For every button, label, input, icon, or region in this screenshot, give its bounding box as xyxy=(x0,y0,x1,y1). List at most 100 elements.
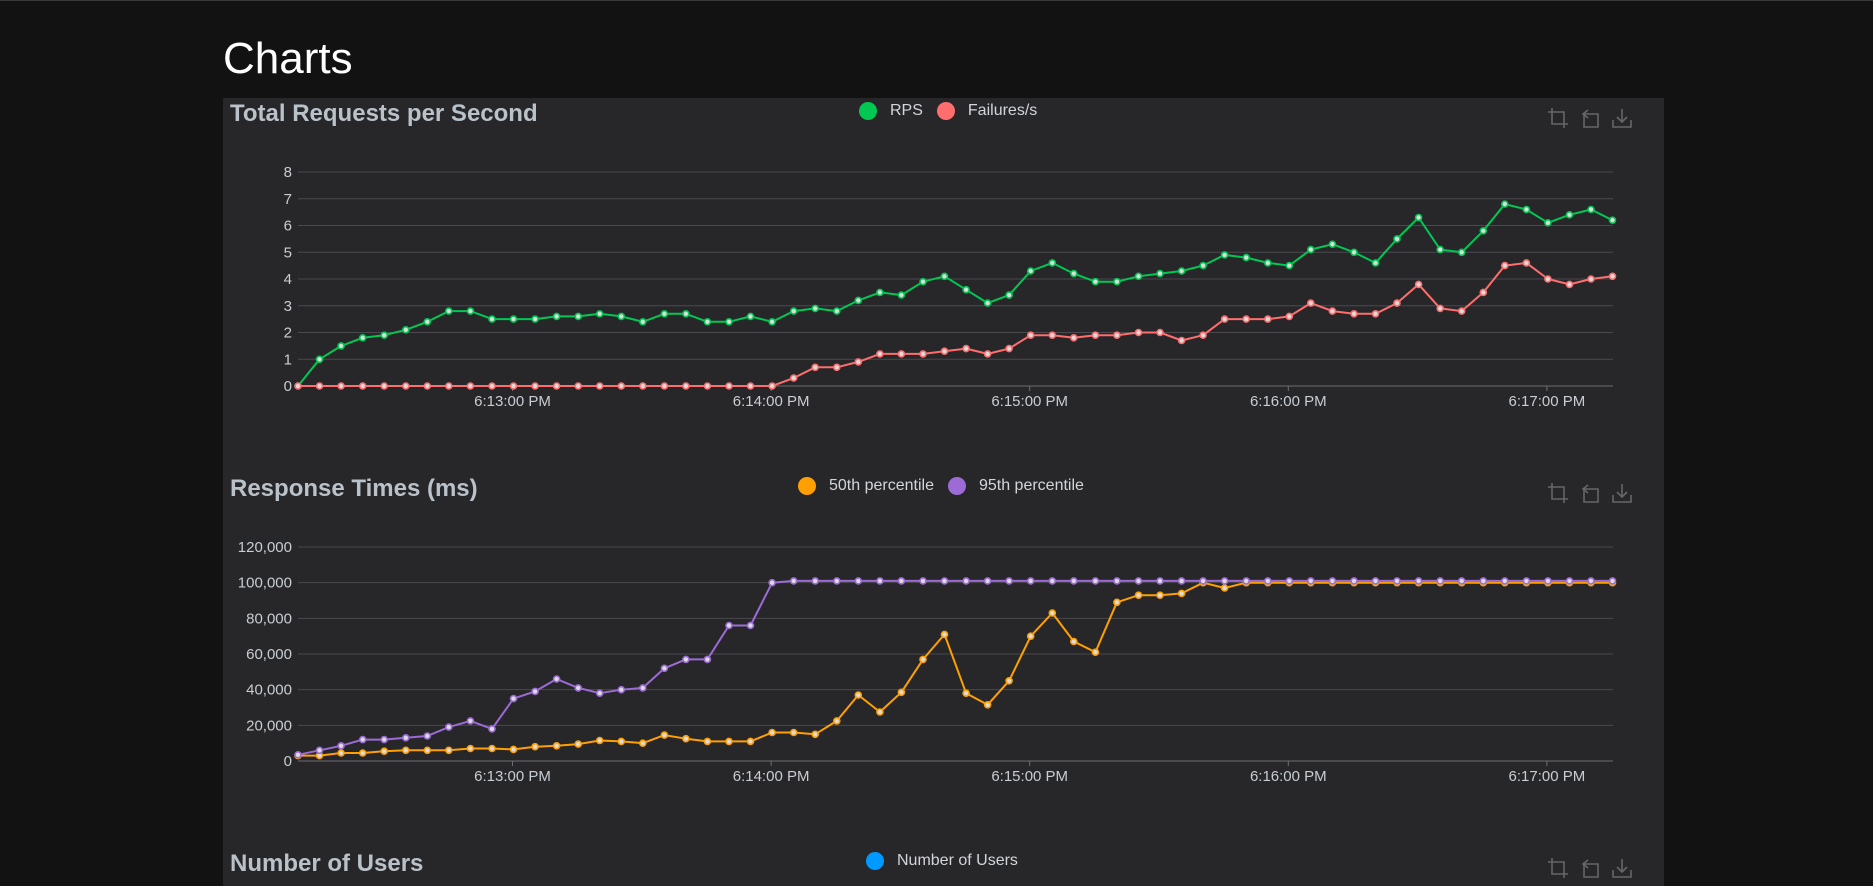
data-point xyxy=(940,630,949,639)
data-point xyxy=(919,577,927,585)
page-title: Charts xyxy=(223,34,353,83)
data-point xyxy=(660,731,669,739)
data-point xyxy=(854,358,863,366)
data-point xyxy=(1328,240,1337,248)
data-point xyxy=(445,746,453,755)
data-point xyxy=(531,742,539,751)
download-icon[interactable] xyxy=(1610,856,1634,880)
data-point xyxy=(574,382,583,390)
legend-item-rps[interactable]: RPS xyxy=(859,102,923,120)
data-point xyxy=(552,382,561,390)
data-point xyxy=(703,737,712,746)
data-point xyxy=(1457,248,1466,257)
data-point xyxy=(1393,299,1401,307)
y-tick-label: 60,000 xyxy=(246,646,292,663)
data-point xyxy=(552,741,561,750)
data-point xyxy=(358,735,367,744)
data-point xyxy=(445,307,453,315)
data-point xyxy=(1048,577,1057,585)
legend-item-failures[interactable]: Failures/s xyxy=(936,102,1037,120)
data-point xyxy=(919,350,927,358)
data-point xyxy=(876,350,884,358)
data-point xyxy=(488,725,496,733)
data-point xyxy=(466,307,475,315)
y-tick-label: 3 xyxy=(284,298,292,315)
data-point xyxy=(789,577,798,585)
data-point xyxy=(1264,259,1272,267)
zoom-icon[interactable] xyxy=(1546,856,1570,880)
download-icon[interactable] xyxy=(1610,106,1634,130)
data-point xyxy=(1113,577,1121,585)
data-point xyxy=(1026,577,1035,585)
data-point xyxy=(1091,577,1100,585)
data-point xyxy=(1436,304,1444,313)
data-point xyxy=(897,688,906,697)
legend-label: Number of Users xyxy=(897,852,1018,869)
legend-item-users[interactable]: Number of Users xyxy=(866,852,1018,870)
data-point xyxy=(725,382,733,390)
data-point xyxy=(1479,577,1488,585)
response-times-chart-plot: 0 20,000 40,000 60,000 80,000 100,000 120,000 6… xyxy=(238,539,1617,785)
data-point xyxy=(595,310,604,318)
data-point xyxy=(1177,577,1186,585)
data-point xyxy=(466,382,475,390)
data-point xyxy=(595,382,604,390)
data-point xyxy=(811,304,820,313)
x-tick-label: 6:17:00 PM xyxy=(1509,393,1586,410)
y-tick-label: 1 xyxy=(284,351,292,368)
data-point xyxy=(1328,307,1337,315)
data-point xyxy=(983,577,992,585)
data-point xyxy=(1134,272,1143,281)
data-point xyxy=(358,334,367,342)
data-point xyxy=(574,684,583,692)
data-point xyxy=(1501,261,1509,270)
data-point xyxy=(703,655,712,664)
data-point xyxy=(919,655,927,664)
download-icon[interactable] xyxy=(1610,481,1634,505)
legend-marker xyxy=(947,477,966,495)
zoom-reset-icon[interactable] xyxy=(1578,106,1602,130)
data-point xyxy=(1501,577,1509,585)
data-point xyxy=(811,577,820,585)
zoom-reset-icon[interactable] xyxy=(1578,856,1602,880)
data-point xyxy=(1371,310,1380,318)
data-point xyxy=(962,689,970,697)
data-point xyxy=(1307,299,1315,307)
response-times-chart: 0 20,000 40,000 60,000 80,000 100,000 120,000 6… xyxy=(223,473,1664,848)
legend-label: 50th percentile xyxy=(829,477,934,494)
data-point xyxy=(1544,577,1552,585)
zoom-reset-icon[interactable] xyxy=(1578,481,1602,505)
data-point xyxy=(358,749,367,757)
data-point xyxy=(1242,315,1251,323)
users-chart: Number of Users Number of Users xyxy=(223,848,1664,886)
data-point xyxy=(1242,577,1251,585)
data-point xyxy=(1113,277,1121,286)
data-point xyxy=(531,382,539,390)
data-point xyxy=(1048,259,1057,267)
data-point xyxy=(1371,259,1380,267)
data-point xyxy=(1156,577,1164,585)
data-point xyxy=(1005,577,1013,585)
legend-marker xyxy=(866,852,884,870)
zoom-icon[interactable] xyxy=(1546,481,1570,505)
zoom-icon[interactable] xyxy=(1546,106,1570,130)
data-point xyxy=(1587,275,1595,283)
legend-item-p95[interactable]: 95th percentile xyxy=(947,477,1084,495)
data-point xyxy=(423,382,432,390)
data-point xyxy=(1371,577,1380,585)
data-point xyxy=(1457,307,1466,315)
data-point xyxy=(1307,577,1315,585)
data-point xyxy=(1522,205,1531,214)
legend-item-p50[interactable]: 50th percentile xyxy=(798,477,934,495)
data-point xyxy=(488,382,496,390)
data-point xyxy=(1307,245,1315,254)
response-times-chart-toolbox xyxy=(1538,481,1634,505)
data-point xyxy=(1436,577,1444,585)
data-point xyxy=(897,577,906,585)
x-tick-label: 6:15:00 PM xyxy=(991,768,1068,785)
data-point xyxy=(337,342,345,350)
data-point xyxy=(1414,280,1423,289)
data-point xyxy=(940,347,949,355)
data-point xyxy=(854,691,863,699)
data-point xyxy=(1048,331,1057,339)
